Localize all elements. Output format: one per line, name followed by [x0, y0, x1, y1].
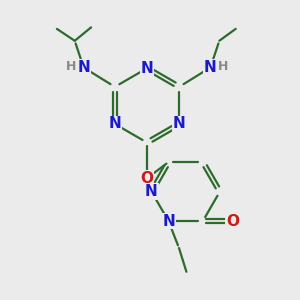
Text: N: N	[141, 61, 153, 76]
Text: N: N	[204, 60, 217, 75]
Text: N: N	[145, 184, 158, 199]
Text: N: N	[77, 60, 90, 75]
Text: N: N	[173, 116, 186, 131]
Text: O: O	[226, 214, 239, 229]
Text: H: H	[65, 60, 76, 74]
Text: N: N	[109, 116, 121, 131]
Text: N: N	[162, 214, 175, 229]
Text: O: O	[140, 171, 154, 186]
Text: H: H	[218, 60, 229, 74]
